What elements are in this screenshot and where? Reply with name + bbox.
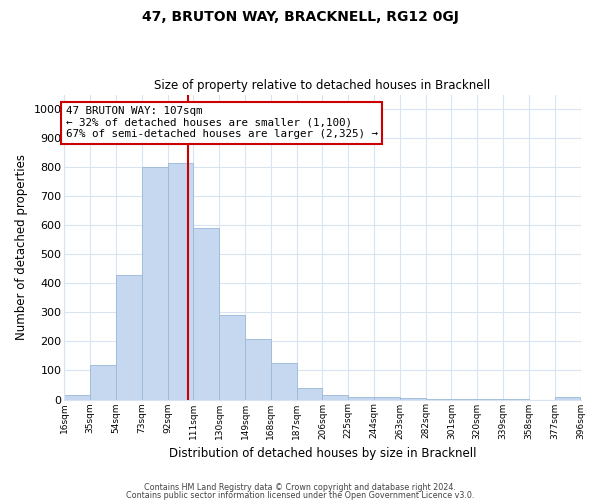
Y-axis label: Number of detached properties: Number of detached properties: [15, 154, 28, 340]
Text: 47 BRUTON WAY: 107sqm
← 32% of detached houses are smaller (1,100)
67% of semi-d: 47 BRUTON WAY: 107sqm ← 32% of detached …: [65, 106, 377, 140]
Bar: [554, 397, 580, 400]
Bar: [296, 388, 322, 400]
Bar: [219, 316, 245, 400]
Bar: [374, 397, 400, 400]
Bar: [90, 364, 116, 400]
Text: Contains public sector information licensed under the Open Government Licence v3: Contains public sector information licen…: [126, 490, 474, 500]
Title: Size of property relative to detached houses in Bracknell: Size of property relative to detached ho…: [154, 79, 491, 92]
Text: 47, BRUTON WAY, BRACKNELL, RG12 0GJ: 47, BRUTON WAY, BRACKNELL, RG12 0GJ: [142, 10, 458, 24]
Bar: [167, 163, 193, 400]
Bar: [142, 167, 167, 400]
Bar: [400, 398, 425, 400]
Bar: [322, 395, 348, 400]
X-axis label: Distribution of detached houses by size in Bracknell: Distribution of detached houses by size …: [169, 447, 476, 460]
Bar: [193, 228, 219, 400]
Bar: [425, 398, 451, 400]
Bar: [348, 396, 374, 400]
Bar: [64, 395, 90, 400]
Bar: [451, 399, 477, 400]
Bar: [116, 274, 142, 400]
Bar: [245, 338, 271, 400]
Bar: [271, 363, 296, 400]
Text: Contains HM Land Registry data © Crown copyright and database right 2024.: Contains HM Land Registry data © Crown c…: [144, 484, 456, 492]
